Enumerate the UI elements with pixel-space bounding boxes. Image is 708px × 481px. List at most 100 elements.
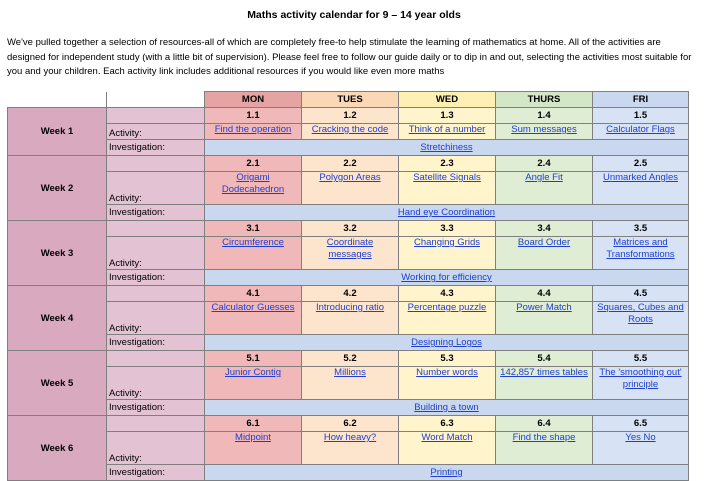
activity-cell: Satellite Signals <box>398 171 496 205</box>
label-cell-empty <box>106 415 205 432</box>
activity-link[interactable]: Coordinate messages <box>326 237 374 261</box>
activity-cell: Matrices and Transformations <box>592 236 689 270</box>
week-number-row: Week 2 2.1 2.2 2.3 2.4 2.5 <box>7 155 689 221</box>
activity-number: 6.1 <box>204 415 302 432</box>
activity-link[interactable]: 142,857 times tables <box>500 367 588 379</box>
activity-cell: The 'smoothing out' principle <box>592 366 689 400</box>
activity-number: 1.3 <box>398 107 496 124</box>
activity-link[interactable]: Junior Contig <box>225 367 281 379</box>
week-label: Week 2 <box>7 155 107 221</box>
activity-number: 6.5 <box>592 415 689 432</box>
activity-link[interactable]: Number words <box>416 367 478 379</box>
activity-cell: Junior Contig <box>204 366 302 400</box>
activity-cell: Number words <box>398 366 496 400</box>
activity-link[interactable]: Calculator Guesses <box>211 302 295 314</box>
label-cell-empty <box>106 107 205 124</box>
activity-number: 3.1 <box>204 220 302 237</box>
activity-cell: Introducing ratio <box>301 301 399 335</box>
label-cell-empty <box>106 155 205 172</box>
activity-row: Activity: Origami Dodecahedron Polygon Are… <box>8 171 689 205</box>
activity-cell: Yes No <box>592 431 689 465</box>
activity-cell: Word Match <box>398 431 496 465</box>
activity-number: 2.3 <box>398 155 496 172</box>
activity-link[interactable]: Cracking the code <box>311 124 389 136</box>
activity-number: 6.4 <box>495 415 593 432</box>
activity-number: 4.5 <box>592 285 689 302</box>
activity-number: 4.1 <box>204 285 302 302</box>
activity-number: 5.1 <box>204 350 302 367</box>
investigation-row: Investigation: Building a town <box>8 399 689 416</box>
investigation-row: Investigation: Working for efficiency <box>8 269 689 286</box>
activity-cell: Power Match <box>495 301 593 335</box>
activity-label: Activity: <box>106 431 205 465</box>
activity-link[interactable]: Midpoint <box>235 432 271 444</box>
activity-link[interactable]: Origami Dodecahedron <box>221 172 285 196</box>
activity-link[interactable]: The 'smoothing out' principle <box>599 367 682 391</box>
activity-link[interactable]: Yes No <box>625 432 656 444</box>
investigation-link[interactable]: Working for efficiency <box>401 272 492 283</box>
activity-link[interactable]: Introducing ratio <box>315 302 385 314</box>
investigation-link[interactable]: Stretchiness <box>420 142 473 153</box>
activity-link[interactable]: Satellite Signals <box>413 172 481 184</box>
investigation-link[interactable]: Building a town <box>414 402 479 413</box>
activity-link[interactable]: How heavy? <box>323 432 377 444</box>
activity-link[interactable]: Find the operation <box>214 124 292 136</box>
activity-link[interactable]: Power Match <box>516 302 572 314</box>
activity-link[interactable]: Unmarked Angles <box>603 172 678 184</box>
week-label: Week 6 <box>7 415 107 481</box>
investigation-row: Investigation: Stretchiness <box>8 139 689 156</box>
activity-link[interactable]: Polygon Areas <box>319 172 381 184</box>
activity-number: 1.1 <box>204 107 302 124</box>
activity-link[interactable]: Word Match <box>421 432 473 444</box>
activity-link[interactable]: Percentage puzzle <box>407 302 487 314</box>
activity-link[interactable]: Find the shape <box>512 432 576 444</box>
activity-cell: Calculator Guesses <box>204 301 302 335</box>
activity-cell: Board Order <box>495 236 593 270</box>
investigation-link[interactable]: Designing Logos <box>411 337 482 348</box>
week-number-row: Week 6 6.1 6.2 6.3 6.4 6.5 <box>7 415 689 481</box>
activity-label: Activity: <box>106 366 205 400</box>
activity-link[interactable]: Calculator Flags <box>606 124 675 136</box>
activity-row: Activity: Junior Contig Millions Number wor… <box>8 366 689 400</box>
blank-corner <box>106 91 205 108</box>
activity-link[interactable]: Think of a number <box>408 124 486 136</box>
activity-number: 1.4 <box>495 107 593 124</box>
activity-cell: Squares, Cubes and Roots <box>592 301 689 335</box>
activity-cell: Unmarked Angles <box>592 171 689 205</box>
activity-cell: Find the shape <box>495 431 593 465</box>
activity-number: 3.2 <box>301 220 399 237</box>
activity-cell: Polygon Areas <box>301 171 399 205</box>
week-number-row: Week 5 5.1 5.2 5.3 5.4 5.5 <box>7 350 689 416</box>
activity-number: 4.2 <box>301 285 399 302</box>
week-label: Week 5 <box>7 350 107 416</box>
day-header-thurs: THURS <box>495 91 593 108</box>
activity-link[interactable]: Board Order <box>517 237 571 249</box>
week-number-row: Week 3 3.1 3.2 3.3 3.4 3.5 <box>7 220 689 286</box>
investigation-label: Investigation: <box>106 399 205 416</box>
page-title: Maths activity calendar for 9 – 14 year … <box>247 9 461 21</box>
activity-link[interactable]: Circumference <box>222 237 284 249</box>
activity-link[interactable]: Changing Grids <box>413 237 480 249</box>
activity-link[interactable]: Sum messages <box>511 124 577 136</box>
investigation-link[interactable]: Hand eye Coordination <box>397 207 496 218</box>
activity-link[interactable]: Millions <box>334 367 366 379</box>
week-label: Week 1 <box>7 107 107 156</box>
activity-cell: Millions <box>301 366 399 400</box>
activity-number: 2.2 <box>301 155 399 172</box>
activity-cell: Circumference <box>204 236 302 270</box>
activity-calendar-table: MON TUES WED THURS FRI Week 1 1.1 1.2 1.3 1.… <box>7 91 689 481</box>
week-label: Week 4 <box>7 285 107 351</box>
activity-number: 5.3 <box>398 350 496 367</box>
investigation-label: Investigation: <box>106 269 205 286</box>
investigation-label: Investigation: <box>106 334 205 351</box>
activity-cell: Find the operation <box>204 123 302 140</box>
activity-link[interactable]: Angle Fit <box>525 172 563 184</box>
investigation-row: Investigation: Designing Logos <box>8 334 689 351</box>
activity-row: Activity: Midpoint How heavy? Word Match Fin… <box>8 431 689 465</box>
activity-link[interactable]: Matrices and Transformations <box>606 237 675 261</box>
investigation-label: Investigation: <box>106 204 205 221</box>
investigation-link[interactable]: Printing <box>430 467 463 478</box>
activity-number: 2.4 <box>495 155 593 172</box>
day-header-mon: MON <box>204 91 302 108</box>
activity-link[interactable]: Squares, Cubes and Roots <box>597 302 684 326</box>
